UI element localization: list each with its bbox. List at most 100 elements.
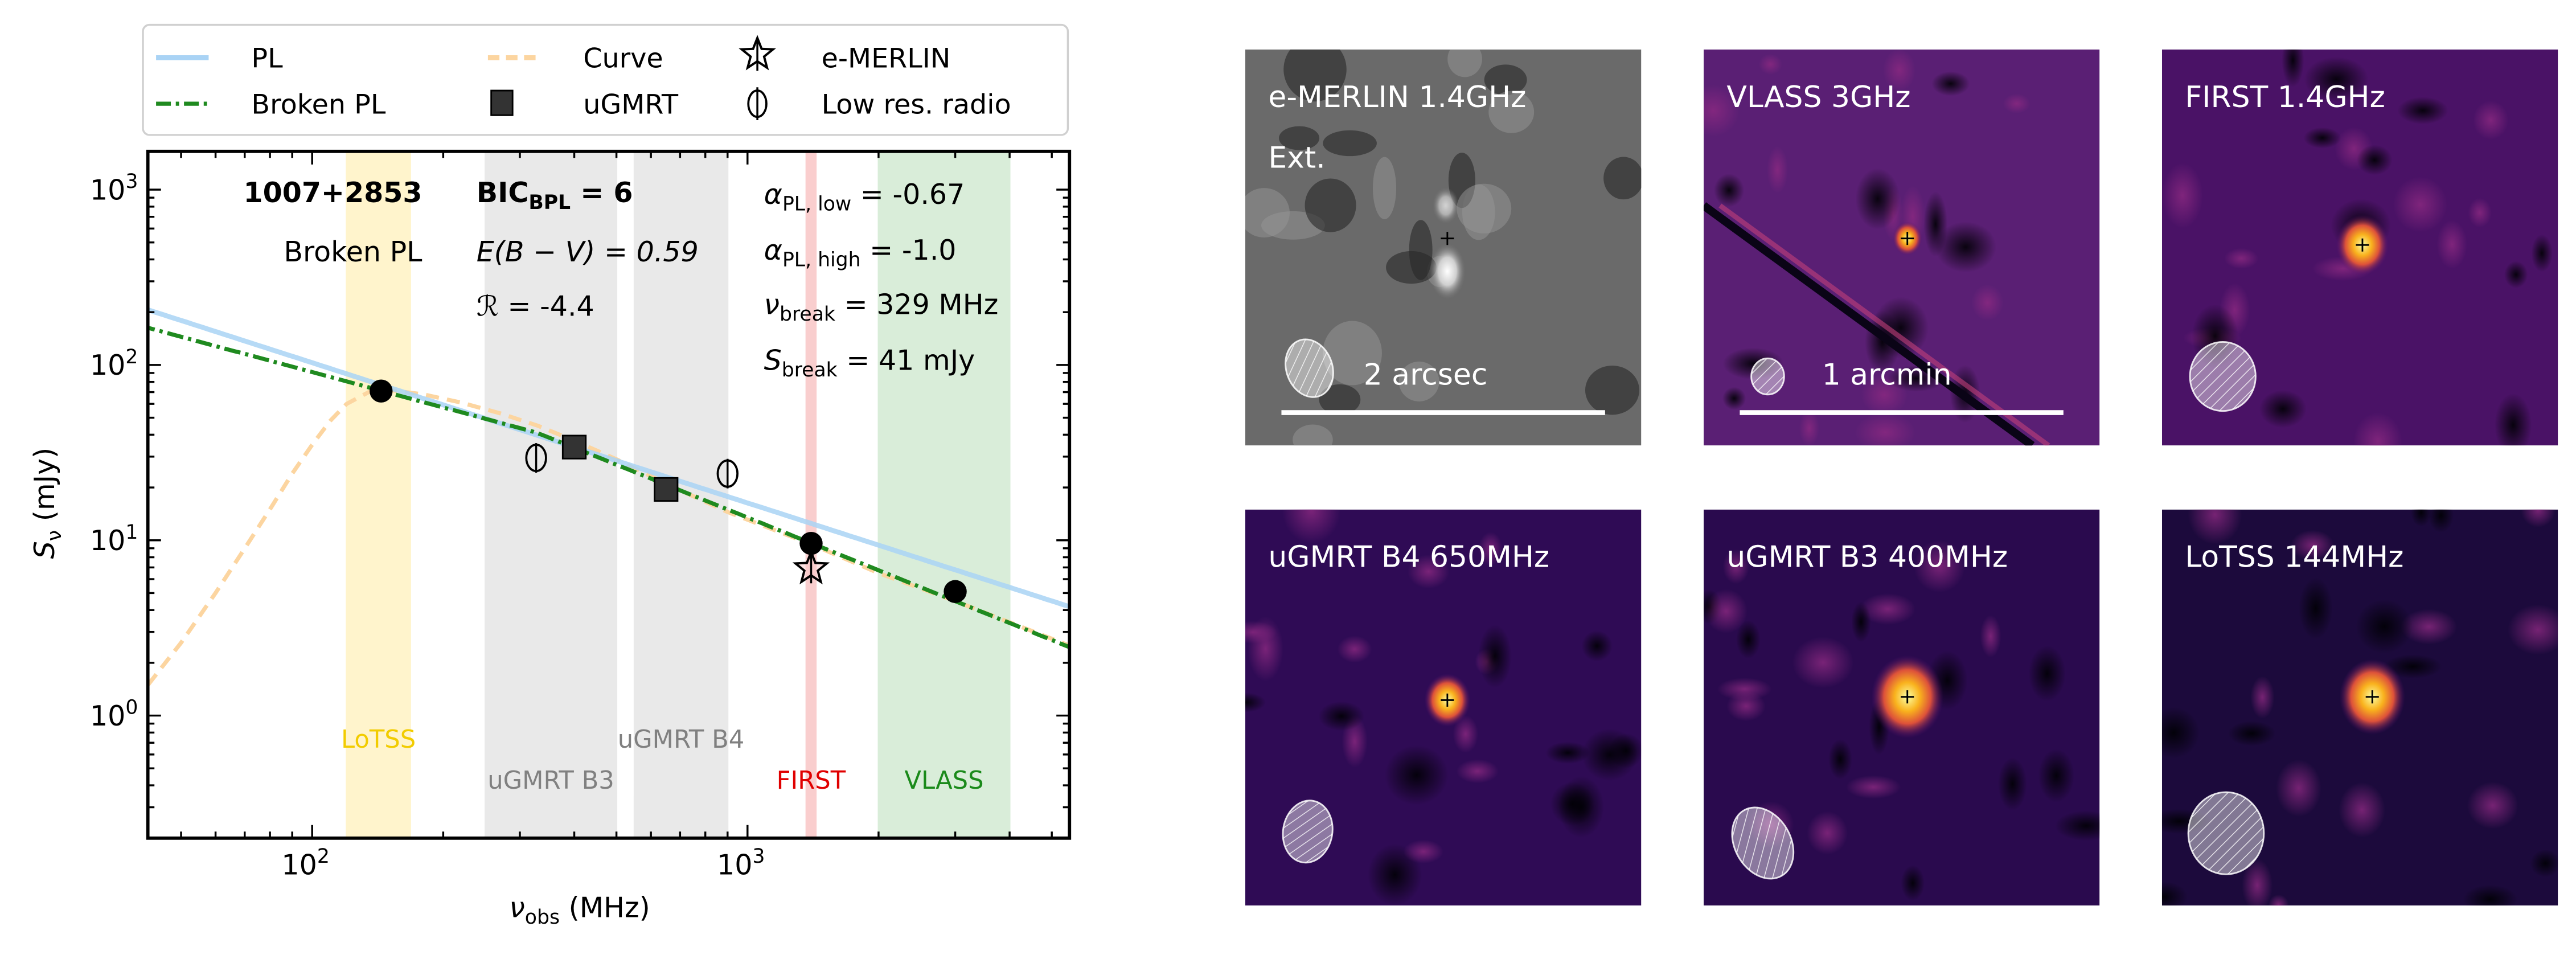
alpha-high-rest: = -1.0: [861, 233, 957, 267]
noise-blob: [1855, 168, 1900, 230]
x-axis-label-rest: (MHz): [560, 891, 650, 924]
noise-blob: [2228, 720, 2276, 747]
band-label-vlass: VLASS: [904, 767, 983, 795]
noise-blob: [1828, 739, 1852, 780]
noise-blob: [1322, 321, 1382, 386]
beam-ellipse: [1750, 357, 1785, 396]
beam-ellipse: [1285, 338, 1334, 398]
band-lotss: [346, 151, 411, 838]
noise-blob: [1407, 554, 1450, 589]
noise-blob: [1608, 733, 1642, 769]
panel-title: FIRST 1.4GHz: [2185, 80, 2385, 114]
noise-blob: [1758, 54, 1782, 75]
bic-main: BIC: [477, 176, 529, 209]
noise-blob: [1245, 692, 1266, 712]
noise-blob: [1882, 49, 1916, 92]
noise-blob: [1603, 157, 1642, 200]
noise-blob: [2530, 849, 2558, 878]
noise-blob: [2054, 810, 2100, 841]
r-annotation: ℛ = -4.4: [477, 289, 594, 322]
beam-ellipse: [1731, 806, 1795, 880]
noise-blob: [2393, 177, 2448, 232]
artifact-streak: [1703, 202, 2035, 446]
data-point-e-merlin: [792, 548, 830, 585]
noise-blob: [1851, 601, 1871, 642]
x-axis-label-sub: obs: [525, 906, 560, 929]
noise-blob: [1305, 178, 1356, 232]
panel-title: LoTSS 144MHz: [2185, 540, 2403, 575]
x-axis-label: νobs (MHz): [509, 891, 650, 929]
noise-blob: [1337, 636, 1372, 663]
noise-blob: [1558, 776, 1605, 838]
noise-blob: [1488, 91, 1535, 133]
noise-blob: [2397, 96, 2448, 125]
cutout-panel-vlass-3ghz: VLASS 3GHz 1 arcmin: [1703, 49, 2100, 446]
alpha-low-annotation: αPL, low = -0.67: [764, 178, 965, 216]
noise-blob: [2494, 393, 2532, 446]
band-ugmrt-b3: [485, 151, 618, 838]
s-break-main: S: [764, 344, 782, 377]
noise-blob: [2028, 645, 2066, 702]
noise-blob: [1323, 130, 1377, 157]
noise-blob: [2304, 56, 2369, 103]
tick-exponent: 2: [317, 845, 330, 868]
bpl-model-line: [147, 325, 1070, 650]
model-name: Broken PL: [284, 235, 423, 268]
bic-annotation: BICBPL = 6: [477, 176, 633, 214]
y-axis-label-rest: (mJy): [28, 448, 61, 530]
noise-blob: [1456, 759, 1499, 784]
noise-blob: [1478, 624, 1512, 688]
position-crosshair-icon: [1901, 690, 1914, 704]
noise-blob: [2339, 782, 2385, 838]
alpha-low-main: α: [764, 178, 782, 211]
legend: PL Curve e-MERLIN Broken PL uGMRT Low re…: [142, 23, 1069, 136]
s-break-annotation: Sbreak = 41 mJy: [764, 344, 975, 382]
noise-blob: [1484, 64, 1527, 95]
noise-blob: [1457, 183, 1512, 233]
noise-blob: [1581, 630, 1613, 662]
legend-star-icon: [739, 35, 776, 71]
cutout-panel-ugmrt-b4-650mhz: uGMRT B4 650MHz: [1245, 509, 1642, 906]
panel-title: e-MERLIN 1.4GHz: [1268, 80, 1526, 114]
position-crosshair-icon: [1441, 693, 1454, 707]
noise-blob: [1736, 620, 1761, 659]
noise-blob: [1703, 84, 1740, 137]
beam-ellipse: [2189, 341, 2257, 412]
panel-title: VLASS 3GHz: [1726, 80, 1910, 114]
legend-square-icon: [490, 89, 514, 116]
noise-blob: [2353, 412, 2402, 446]
noise-blob: [2463, 884, 2518, 906]
pl-model-line: [147, 307, 1070, 609]
noise-blob: [1807, 811, 1848, 855]
noise-blob: [1799, 410, 1820, 446]
noise-blob: [1705, 589, 1748, 634]
noise-blob: [2436, 220, 2467, 269]
band-label-lotss: LoTSS: [341, 726, 416, 754]
noise-blob: [1403, 839, 1443, 864]
plot-frame: [146, 149, 1072, 840]
nu-break-rest: = 329 MHz: [835, 288, 998, 321]
s-break-rest: = 41 mJy: [838, 344, 975, 377]
legend-label-emerlin: e-MERLIN: [822, 43, 951, 75]
tick-base: 10: [90, 699, 125, 732]
ebv-annotation: E(B − V) = 0.59: [477, 235, 699, 268]
position-crosshair-icon: [2356, 238, 2369, 252]
noise-blob: [2356, 599, 2413, 654]
source-name: 1007+2853: [243, 176, 422, 209]
alpha-low-sub: PL, low: [782, 193, 851, 216]
alpha-high-annotation: αPL, high = -1.0: [764, 233, 957, 272]
cutout-panel-lotss-144mhz: LoTSS 144MHz: [2161, 509, 2558, 906]
y-tick-label: 102: [90, 346, 138, 382]
noise-blob: [1279, 126, 1320, 150]
data-point-low-res--radio: [716, 458, 739, 489]
nu-break-main: ν: [764, 288, 780, 321]
data-point-ugmrt-b3: [561, 435, 587, 460]
noise-blob: [1447, 49, 1482, 77]
noise-blob: [1384, 745, 1449, 805]
scale-bar-label: 1 arcmin: [1822, 358, 1952, 392]
noise-blob: [2467, 781, 2518, 829]
noise-blob: [1283, 49, 1347, 102]
tick-exponent: 3: [752, 845, 765, 868]
artifact-streak: [1718, 203, 2050, 446]
noise-blob: [2161, 163, 2204, 228]
